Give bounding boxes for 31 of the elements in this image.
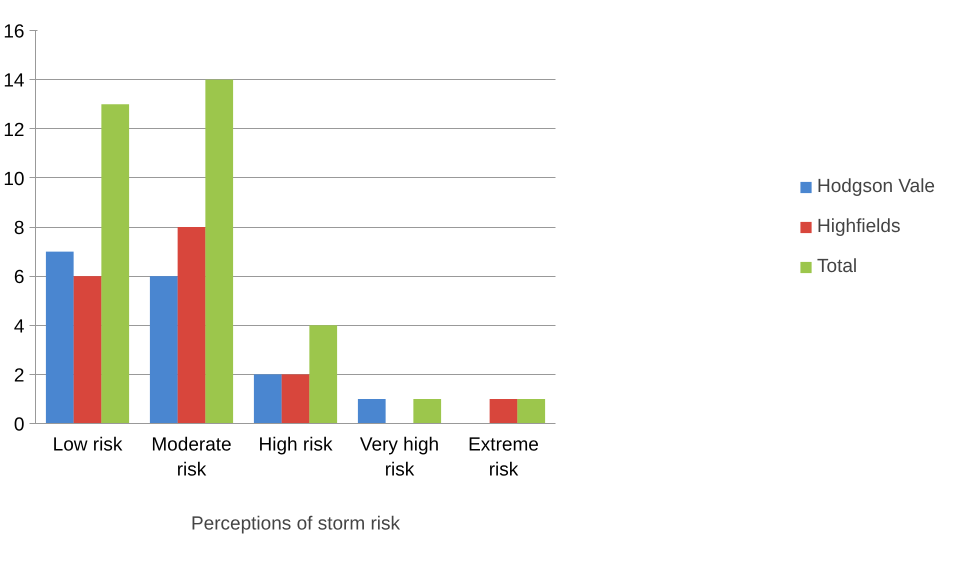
x-tick-label: High risk bbox=[258, 434, 333, 456]
legend-label: Total bbox=[817, 256, 858, 278]
bar bbox=[358, 398, 386, 424]
bar bbox=[101, 104, 130, 424]
y-tick-label: 16 bbox=[3, 22, 25, 42]
bar bbox=[490, 398, 518, 424]
bar bbox=[517, 398, 546, 424]
bar bbox=[150, 276, 178, 424]
y-tick-label: 12 bbox=[3, 120, 25, 141]
y-tick-label: 2 bbox=[14, 365, 25, 386]
bar bbox=[413, 398, 442, 424]
y-tick-label: 0 bbox=[14, 414, 25, 436]
y-tick-label: 14 bbox=[3, 70, 25, 92]
bar bbox=[282, 374, 310, 424]
y-tick-label: 6 bbox=[14, 267, 25, 288]
legend-label: Hodgson Vale bbox=[817, 176, 935, 198]
y-tick-label: 4 bbox=[14, 316, 25, 338]
bar bbox=[254, 374, 282, 424]
x-tick-label: Low risk bbox=[52, 434, 123, 456]
x-tick-label: Moderate risk bbox=[151, 434, 232, 481]
y-tick-label: 8 bbox=[14, 218, 25, 239]
bar bbox=[46, 252, 74, 424]
x-tick-label: Very high risk bbox=[360, 434, 440, 481]
y-tick-label: 10 bbox=[3, 168, 25, 190]
legend-label: Highfields bbox=[817, 216, 900, 238]
x-tick-label: Extreme risk bbox=[468, 434, 539, 481]
bar bbox=[309, 325, 338, 424]
bar bbox=[74, 276, 102, 424]
x-axis-title: Perceptions of storm risk bbox=[190, 514, 401, 535]
bar bbox=[178, 227, 206, 424]
bar bbox=[205, 80, 234, 424]
